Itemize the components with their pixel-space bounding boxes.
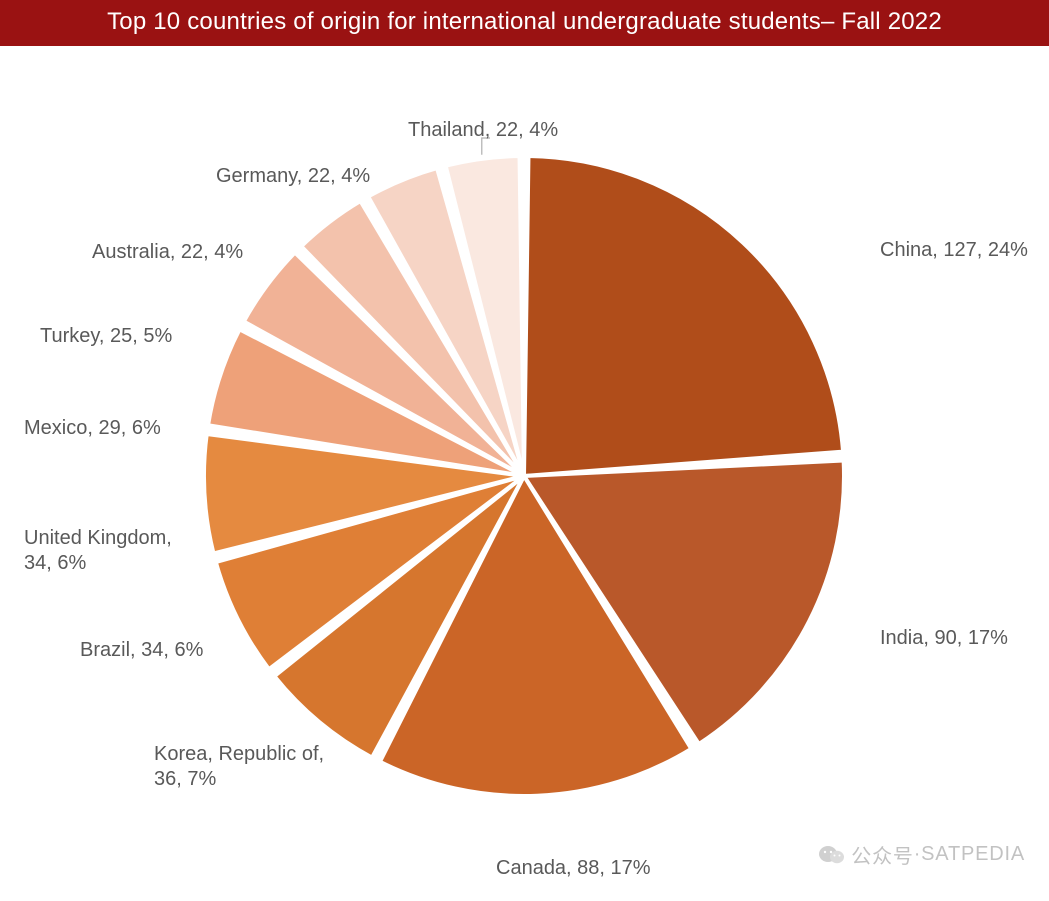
slice-label: Turkey, 25, 5% (40, 324, 172, 349)
slice-label: India, 90, 17% (880, 626, 1008, 651)
slice-label: United Kingdom,34, 6% (24, 526, 172, 576)
slice-label: Brazil, 34, 6% (80, 638, 203, 663)
chart-title-bar: Top 10 countries of origin for internati… (0, 0, 1049, 46)
slice-label: China, 127, 24% (880, 238, 1028, 263)
slice-label: Germany, 22, 4% (216, 164, 370, 189)
slice-label: Korea, Republic of,36, 7% (154, 742, 324, 792)
slice-label: Australia, 22, 4% (92, 240, 243, 265)
slice-label: Mexico, 29, 6% (24, 416, 161, 441)
slice-label: Canada, 88, 17% (496, 856, 651, 881)
chart-title-text: Top 10 countries of origin for internati… (107, 8, 942, 35)
pie-chart-container: China, 127, 24% India, 90, 17% Canada, 88,… (0, 46, 1049, 899)
slice-label: Thailand, 22, 4% (408, 118, 558, 143)
pie-slice-china (524, 156, 843, 476)
